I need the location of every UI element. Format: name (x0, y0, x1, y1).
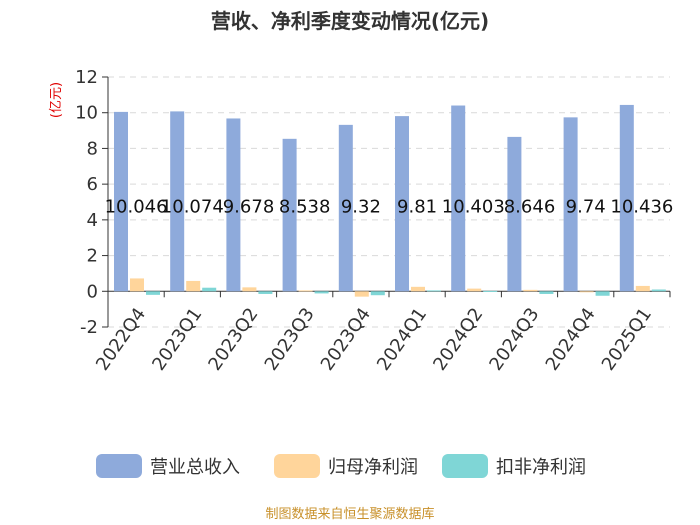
legend: 营业总收入 归母净利润 扣非净利润 (96, 454, 586, 478)
data-label: 10.403 (442, 197, 505, 218)
data-label: 10.074 (161, 197, 224, 218)
data-label: 9.81 (397, 197, 437, 218)
data-label: 9.678 (223, 197, 275, 218)
bar-revenue (507, 136, 522, 292)
x-tick-label: 2024Q1 (373, 304, 431, 375)
legend-swatch (442, 454, 488, 478)
bar-deducted-net-profit (595, 291, 610, 296)
data-label: 10.046 (105, 197, 168, 218)
x-tick-label: 2023Q1 (148, 304, 206, 375)
x-tick-label: 2023Q2 (204, 304, 262, 375)
x-tick-label: 2023Q4 (317, 304, 375, 375)
x-tick-label: 2024Q3 (485, 304, 543, 375)
bar-net-profit (354, 291, 369, 297)
bar-net-profit (186, 280, 201, 292)
data-label: 8.646 (504, 197, 556, 218)
legend-label: 归母净利润 (328, 457, 418, 478)
bar-net-profit (523, 289, 538, 292)
bar-revenue (282, 138, 297, 292)
source-note: 制图数据来自恒生聚源数据库 (265, 506, 434, 522)
bar-revenue (114, 111, 128, 292)
data-label: 9.32 (341, 197, 381, 218)
bar-revenue (451, 105, 466, 292)
x-tick-label: 2024Q4 (542, 304, 600, 375)
x-tick-label: 2025Q1 (598, 304, 656, 375)
bar-deducted-net-profit (146, 291, 160, 295)
bar-net-profit (130, 278, 144, 292)
x-tick-label: 2024Q2 (429, 304, 487, 375)
x-tick-label: 2022Q4 (92, 304, 150, 375)
data-label: 9.74 (566, 197, 606, 218)
bar-layer (114, 104, 666, 297)
legend-swatch (96, 454, 142, 478)
bar-net-profit (298, 290, 313, 292)
legend-label: 营业总收入 (150, 457, 240, 478)
bar-net-profit (467, 288, 482, 292)
bar-deducted-net-profit (539, 291, 554, 294)
y-tick-label: 2 (87, 246, 98, 267)
y-tick-label: 12 (75, 67, 98, 88)
bar-deducted-net-profit (202, 287, 217, 292)
bar-net-profit (635, 285, 650, 292)
chart-title: 营收、净利季度变动情况(亿元) (211, 9, 489, 33)
data-label: 10.436 (610, 197, 673, 218)
y-tick-label: 0 (87, 281, 98, 302)
bar-deducted-net-profit (370, 291, 385, 296)
bar-revenue (563, 117, 578, 292)
bar-deducted-net-profit (427, 290, 441, 292)
bar-revenue (619, 104, 634, 292)
legend-swatch (274, 454, 320, 478)
y-tick-label: 6 (87, 174, 98, 195)
bar-revenue (395, 116, 409, 292)
y-axis-unit: (亿元) (49, 82, 64, 118)
y-tick-label: 10 (75, 103, 98, 124)
bar-revenue (170, 111, 185, 292)
grid-layer (108, 76, 670, 328)
y-tick-label: 8 (87, 138, 98, 159)
y-tick-label: 4 (87, 210, 98, 231)
data-label: 8.538 (279, 197, 331, 218)
bar-net-profit (411, 286, 425, 292)
bar-revenue (226, 118, 241, 292)
x-tick-label: 2023Q3 (261, 304, 319, 375)
bar-deducted-net-profit (258, 291, 273, 294)
bar-revenue (338, 124, 353, 292)
y-tick-label: -2 (80, 317, 98, 338)
legend-label: 扣非净利润 (496, 457, 586, 478)
bar-deducted-net-profit (651, 289, 666, 292)
bar-deducted-net-profit (483, 290, 498, 292)
bar-deducted-net-profit (314, 291, 329, 294)
bar-net-profit (242, 287, 257, 292)
bar-net-profit (579, 291, 594, 293)
